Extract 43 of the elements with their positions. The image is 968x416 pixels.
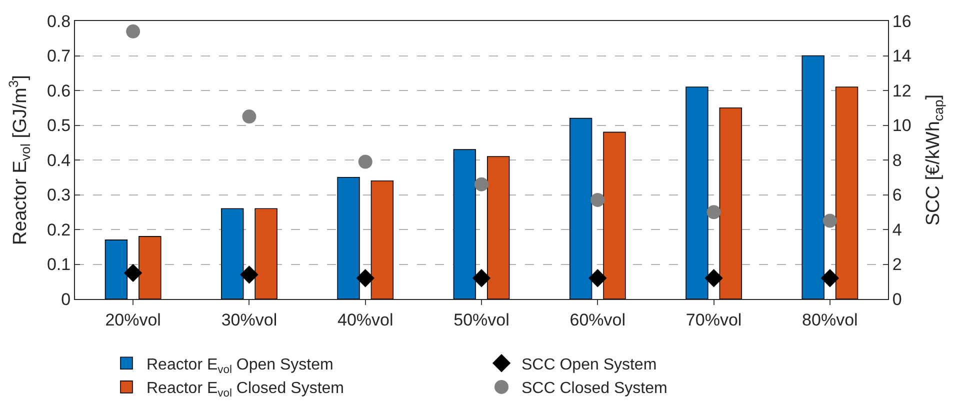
point xyxy=(242,110,256,124)
point xyxy=(706,205,721,220)
y-tick-label: 0 xyxy=(61,290,71,309)
point xyxy=(820,269,840,288)
y2-tick-label: 8 xyxy=(892,150,902,170)
point xyxy=(704,269,723,288)
y-tick-label: 0.1 xyxy=(46,255,71,274)
legend-label: Reactor E$_{vol}$ Open System xyxy=(146,356,334,376)
point xyxy=(358,154,372,169)
point xyxy=(588,269,607,288)
point xyxy=(822,214,837,228)
point xyxy=(472,269,491,288)
x-tick-label: 40%vol xyxy=(337,310,394,330)
x-tick-label: 80%vol xyxy=(802,310,858,330)
legend-label: Reactor E$_{vol}$ Closed System xyxy=(146,380,344,400)
y2-tick-label: 10 xyxy=(892,116,912,136)
y2-tick-label: 2 xyxy=(892,255,902,274)
legend-label: SCC Closed System xyxy=(522,380,668,398)
y-tick-label: 0.5 xyxy=(46,116,71,136)
x-tick-label: 60%vol xyxy=(570,310,626,330)
y2-tick-label: 0 xyxy=(892,290,902,309)
y2-tick-label: 6 xyxy=(892,186,902,205)
x-tick-label: 30%vol xyxy=(221,310,278,330)
y-tick-label: 0.2 xyxy=(46,220,71,240)
y-tick-label: 0.7 xyxy=(46,46,71,66)
x-tick-label: 20%vol xyxy=(105,310,161,330)
y2-tick-label: 12 xyxy=(892,81,912,100)
point xyxy=(126,24,140,38)
point xyxy=(474,177,488,192)
y-tick-label: 0.3 xyxy=(46,186,71,205)
y2-tick-label: 16 xyxy=(892,12,912,31)
point xyxy=(240,266,258,284)
legend-label: SCC Open System xyxy=(522,356,657,374)
y2-tick-label: 4 xyxy=(892,220,902,240)
y2-tick-label: 14 xyxy=(892,46,912,66)
x-tick-label: 70%vol xyxy=(686,310,742,330)
y-tick-label: 0.6 xyxy=(46,81,71,100)
x-tick-label: 50%vol xyxy=(454,310,510,330)
point xyxy=(590,192,605,207)
point xyxy=(356,269,374,288)
y-tick-label: 0.8 xyxy=(46,12,71,31)
y-tick-label: 0.4 xyxy=(46,150,71,170)
point xyxy=(124,264,142,282)
